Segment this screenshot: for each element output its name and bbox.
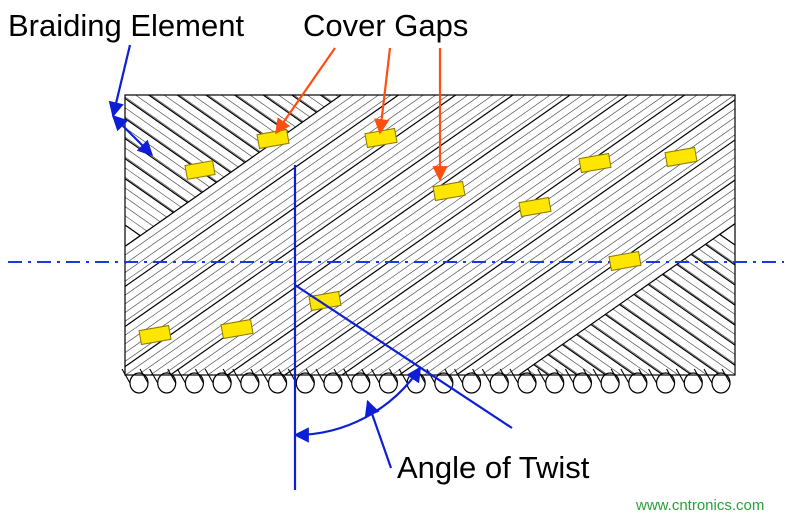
label-cover-gaps: Cover Gaps bbox=[303, 8, 468, 44]
diagram-svg bbox=[0, 0, 792, 521]
label-angle-of-twist: Angle of Twist bbox=[397, 450, 589, 486]
label-braiding-element: Braiding Element bbox=[8, 8, 244, 44]
watermark: www.cntronics.com bbox=[636, 497, 764, 514]
